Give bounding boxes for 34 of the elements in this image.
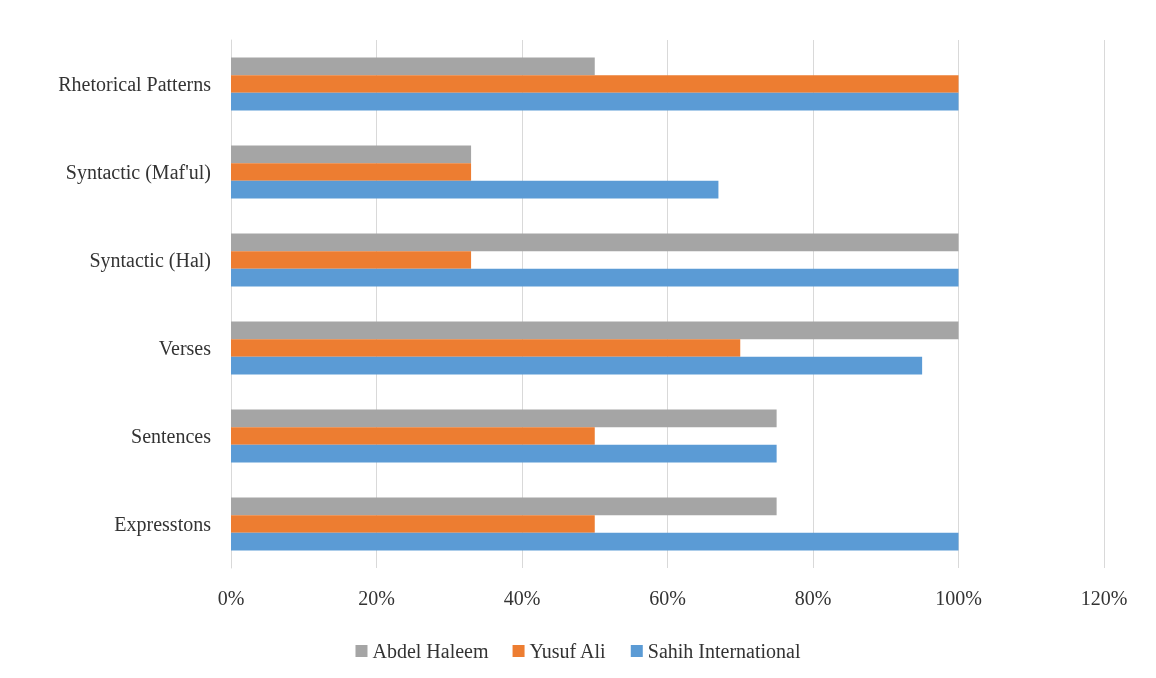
bar — [231, 92, 959, 111]
bar — [231, 75, 959, 93]
bar — [231, 57, 595, 76]
x-tick-label: 60% — [649, 587, 686, 609]
x-tick-label: 80% — [794, 587, 832, 609]
bar — [231, 515, 595, 533]
x-tick-label: 40% — [503, 587, 541, 609]
legend-label: Abdel Haleem — [372, 640, 489, 662]
x-tick-label: 100% — [935, 587, 982, 609]
y-tick-label: Syntactic (Maf'ul) — [65, 161, 211, 184]
y-tick-label: Sentences — [131, 425, 212, 447]
x-tick-label: 20% — [358, 587, 395, 609]
y-tick-label: Verses — [158, 337, 212, 359]
bar — [231, 409, 777, 428]
y-tick-label: Expresstons — [114, 513, 212, 536]
bar — [231, 427, 595, 445]
legend-label: Sahih International — [647, 640, 801, 662]
bar — [231, 145, 472, 164]
bar — [231, 356, 923, 375]
bar — [231, 163, 472, 181]
legend-label: Yusuf Ali — [529, 640, 607, 662]
y-tick-label: Rhetorical Patterns — [58, 73, 212, 95]
bar — [231, 321, 959, 340]
bar — [231, 233, 959, 252]
x-tick-label: 120% — [1080, 587, 1128, 609]
bar — [231, 497, 777, 516]
bar — [231, 339, 741, 357]
bar — [231, 444, 777, 463]
bar — [231, 180, 719, 199]
bar — [231, 532, 959, 551]
bar — [231, 268, 959, 287]
x-tick-label: 0% — [217, 587, 245, 609]
y-tick-label: Syntactic (Hal) — [89, 249, 211, 272]
bar — [231, 251, 472, 269]
